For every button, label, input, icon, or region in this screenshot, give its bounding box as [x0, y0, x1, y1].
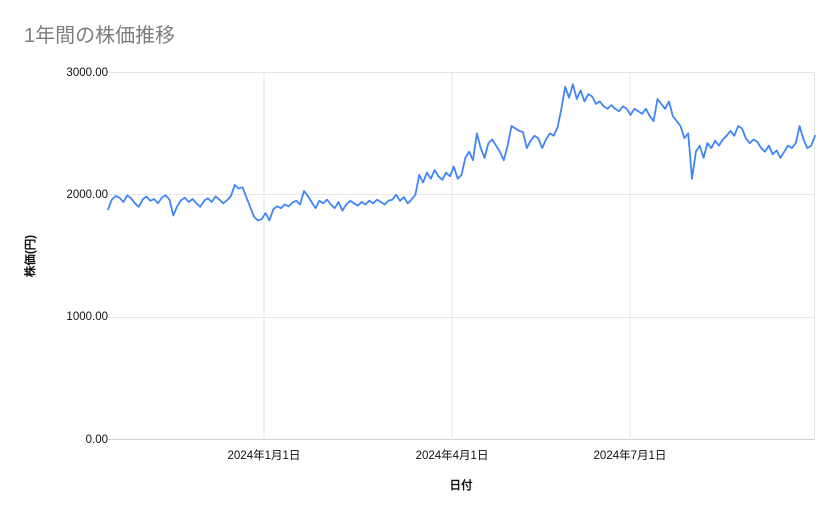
x-tick-label: 2024年1月1日: [227, 450, 301, 462]
y-tick-label: 3000.00: [66, 66, 108, 79]
x-tick-label: 2024年4月1日: [415, 450, 489, 462]
y-tick-label: 0.00: [85, 433, 108, 446]
x-tick-label: 2024年7月1日: [593, 450, 667, 462]
line-chart: [107, 72, 816, 440]
y-tick-label: 1000.00: [66, 311, 108, 324]
x-axis-title: 日付: [449, 480, 473, 492]
y-tick-label: 2000.00: [66, 188, 108, 201]
chart-title: 1年間の株価推移: [24, 25, 176, 47]
y-axis-title: 株価(円): [25, 234, 37, 278]
price-line-series: [107, 83, 816, 222]
plot-area: [107, 72, 816, 440]
